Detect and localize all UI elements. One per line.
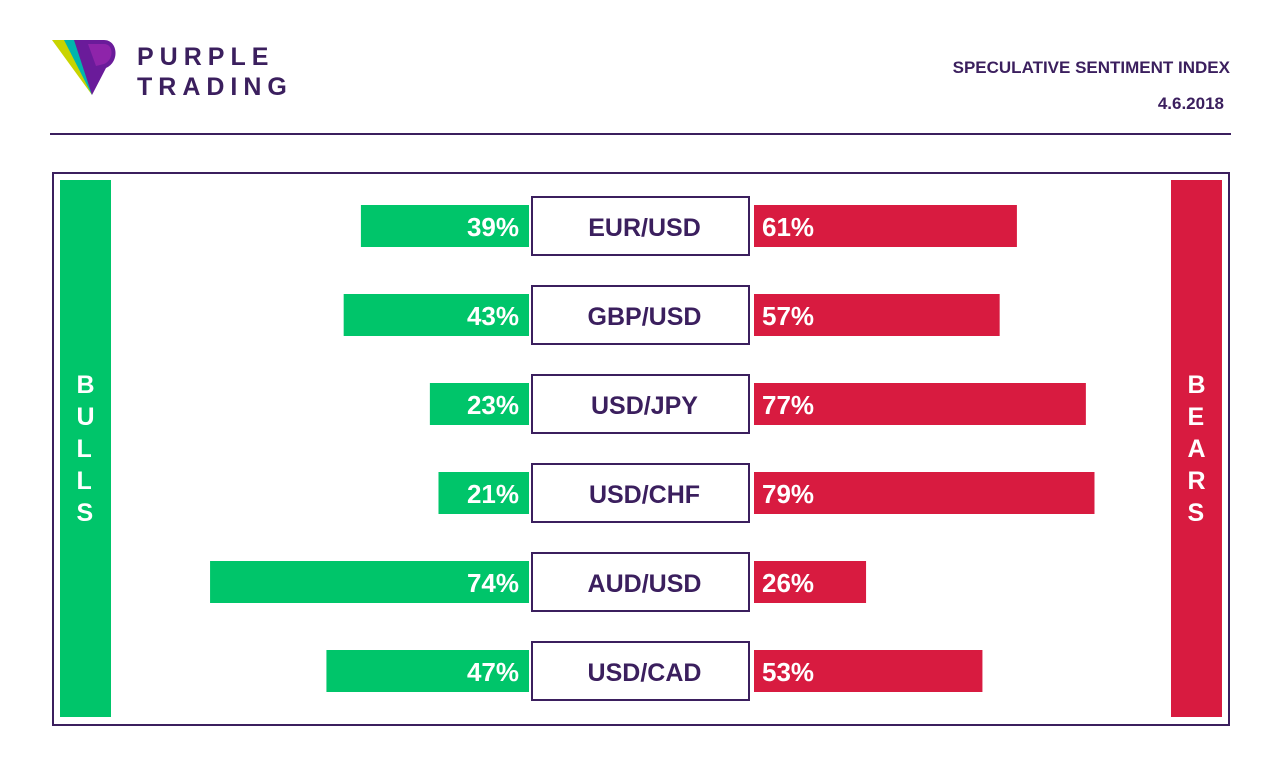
pair-box — [531, 463, 750, 523]
bull-value-label: 74% — [467, 568, 519, 598]
brand-line-2: TRADING — [137, 73, 293, 101]
brand-logo: PURPLE TRADING — [52, 40, 312, 102]
chart-frame — [52, 172, 1230, 726]
bulls-label-letter: S — [76, 498, 94, 527]
pair-label: USD/CHF — [589, 481, 700, 509]
bear-value-label: 53% — [762, 657, 814, 687]
bears-label-letter: R — [1187, 466, 1206, 495]
pair-label: AUD/USD — [588, 570, 702, 598]
bear-bar — [754, 472, 1095, 514]
pair-box — [531, 196, 750, 256]
bull-bar — [360, 205, 529, 247]
pair-label: EUR/USD — [588, 214, 701, 242]
bull-bar — [343, 294, 529, 336]
brand-mark-icon — [52, 40, 116, 95]
bull-bar — [438, 472, 529, 514]
bear-value-label: 79% — [762, 479, 814, 509]
bear-bar — [754, 294, 1000, 336]
bears-label-letter: S — [1187, 498, 1205, 527]
pair-box — [531, 285, 750, 345]
bulls-label-letter: B — [76, 370, 95, 399]
bear-bar — [754, 205, 1017, 247]
pair-label: USD/CAD — [588, 659, 702, 687]
bull-bar — [210, 561, 529, 603]
bear-value-label: 61% — [762, 212, 814, 242]
bull-bar — [429, 383, 529, 425]
bulls-label-letter: L — [76, 466, 92, 495]
bull-value-label: 39% — [467, 212, 519, 242]
pair-box — [531, 552, 750, 612]
bears-label-letter: B — [1187, 370, 1206, 399]
bull-value-label: 43% — [467, 301, 519, 331]
pair-label: USD/JPY — [591, 392, 698, 420]
bear-value-label: 57% — [762, 301, 814, 331]
bears-label-letter: A — [1187, 434, 1206, 463]
header: SPECULATIVE SENTIMENT INDEX 4.6.2018 — [953, 58, 1230, 114]
bull-bar — [326, 650, 529, 692]
bear-bar — [754, 561, 867, 603]
bears-label-letter: E — [1187, 402, 1205, 431]
bear-bar — [754, 383, 1086, 425]
bear-bar — [754, 650, 983, 692]
bull-value-label: 23% — [467, 390, 519, 420]
pair-label: GBP/USD — [588, 303, 702, 331]
pair-box — [531, 641, 750, 701]
brand-name: PURPLE TRADING — [137, 42, 293, 102]
bulls-label-letter: U — [76, 402, 95, 431]
bull-value-label: 47% — [467, 657, 519, 687]
bear-value-label: 77% — [762, 390, 814, 420]
report-date: 4.6.2018 — [1157, 94, 1224, 113]
bull-value-label: 21% — [467, 479, 519, 509]
brand-line-1: PURPLE — [137, 43, 275, 71]
pair-box — [531, 374, 750, 434]
bear-value-label: 26% — [762, 568, 814, 598]
page-title: SPECULATIVE SENTIMENT INDEX — [952, 58, 1230, 77]
bulls-label-letter: L — [76, 434, 92, 463]
header-divider — [50, 133, 1231, 135]
